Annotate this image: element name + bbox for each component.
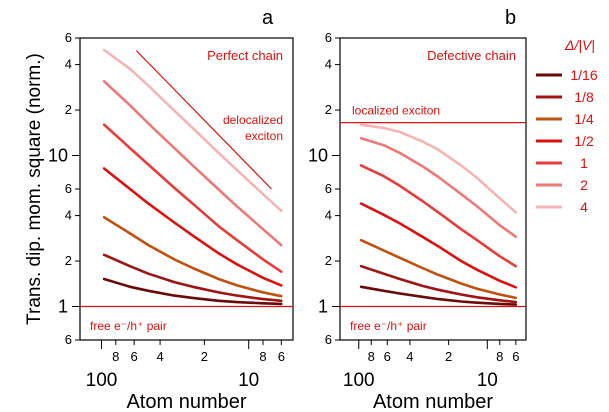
series-line-1 [104, 125, 281, 272]
series-line-1-8 [361, 266, 516, 302]
legend-label: 4 [580, 199, 588, 215]
x-tick-label: 8 [259, 349, 266, 364]
free-pair-label: free e⁻/h⁺ pair [350, 319, 427, 333]
x-tick-label: 8 [112, 349, 119, 364]
legend-label: 1 [580, 155, 588, 171]
y-tick-label: 6 [325, 30, 332, 45]
legend-label: 1/8 [574, 89, 594, 105]
x-tick-label: 6 [512, 349, 519, 364]
y-tick-label: 4 [325, 208, 332, 223]
series-line-2 [104, 81, 281, 245]
y-tick-label: 1 [58, 297, 68, 317]
localized-exciton-label: localized exciton [352, 104, 440, 118]
y-tick-label: 2 [65, 253, 72, 268]
legend-label: 2 [580, 177, 588, 193]
y-tick-label: 2 [65, 102, 72, 117]
y-tick-label: 2 [325, 102, 332, 117]
x-tick-label: 6 [131, 349, 138, 364]
series-line-1-8 [104, 255, 281, 301]
legend-label: 1/2 [574, 133, 594, 149]
x-major-label: 100 [86, 370, 118, 391]
x-major-label: 10 [238, 370, 259, 391]
x-tick-label: 4 [156, 349, 163, 364]
y-tick-label: 4 [65, 57, 72, 72]
y-tick-label: 10 [48, 146, 68, 166]
chart-annotation-title: Perfect chain [207, 48, 283, 63]
panel-label: b [505, 7, 516, 29]
x-axis-label: Atom number [373, 391, 493, 412]
y-tick-label: 6 [65, 30, 72, 45]
plot-frame [80, 38, 293, 340]
y-tick-label: 2 [325, 253, 332, 268]
x-tick-label: 2 [445, 349, 452, 364]
x-axis-label: Atom number [126, 391, 246, 412]
y-tick-label: 6 [65, 181, 72, 196]
x-major-label: 100 [343, 370, 375, 391]
y-tick-label: 6 [325, 181, 332, 196]
legend: Δ/|V| 1/16 1/8 1/4 1/2 1 2 4 [536, 37, 598, 215]
legend-label: 1/4 [574, 111, 594, 127]
y-tick-label: 6 [65, 332, 72, 347]
x-major-label: 10 [477, 370, 498, 391]
panel-label: a [262, 7, 274, 29]
y-tick-label: 4 [65, 208, 72, 223]
y-tick-label: 10 [308, 146, 328, 166]
free-pair-label: free e⁻/h⁺ pair [90, 319, 167, 333]
series-line-2 [361, 138, 516, 236]
legend-title: Δ/|V| [564, 37, 595, 53]
series-line-4 [361, 125, 516, 213]
x-tick-label: 6 [278, 349, 285, 364]
delocalized-exciton-label: delocalized exciton [223, 113, 283, 143]
x-tick-label: 6 [384, 349, 391, 364]
y-tick-label: 1 [318, 297, 328, 317]
legend-label: 1/16 [570, 67, 597, 83]
x-tick-label: 2 [201, 349, 208, 364]
chart-annotation-title: Defective chain [427, 48, 516, 63]
x-tick-label: 4 [406, 349, 413, 364]
series-line-1-4 [104, 217, 281, 296]
x-tick-label: 8 [368, 349, 375, 364]
x-tick-label: 8 [496, 349, 503, 364]
y-axis-label: Trans. dip. mom. square (norm.) [24, 53, 45, 325]
y-tick-label: 6 [325, 332, 332, 347]
y-tick-label: 4 [325, 57, 332, 72]
